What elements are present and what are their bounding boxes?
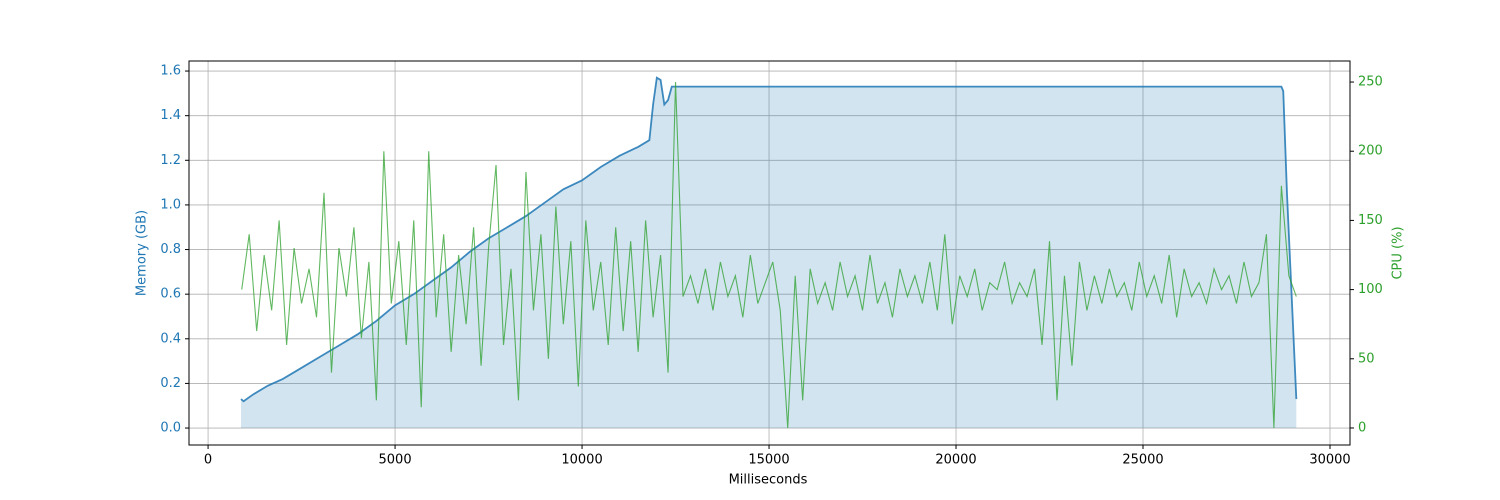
x-axis-label: Milliseconds [729,473,808,488]
x-tick-label: 10000 [561,453,602,468]
y-tick-label: 0.6 [160,287,181,302]
y2-tick-label: 50 [1358,351,1375,366]
y2-tick-label: 250 [1358,75,1383,90]
y2-axis-label: CPU (%) [1391,226,1406,279]
area [240,77,1297,429]
y-axis-label: Memory (GB) [135,210,150,296]
y-tick-label: 0.8 [160,242,181,257]
x-tick-label: 0 [204,453,212,468]
y-tick-label: 0.2 [160,376,181,391]
x-tick-label: 20000 [935,453,976,468]
y-tick-label: 1.0 [160,197,181,212]
y-tick-label: 0.0 [160,421,181,436]
x-tick-label: 15000 [748,453,789,468]
y-tick-label: 1.6 [160,64,181,79]
y2-tick-label: 100 [1358,282,1383,297]
x-tick-label: 25000 [1122,453,1163,468]
y2-tick-label: 150 [1358,213,1383,228]
line [241,82,1297,429]
x-tick-label: 30000 [1309,453,1350,468]
y2-tick-label: 200 [1358,144,1383,159]
y2-tick-label: 0 [1358,420,1366,435]
y-tick-label: 1.2 [160,153,181,168]
plot-frame [188,60,1351,446]
x-tick-label: 5000 [379,453,412,468]
y-tick-label: 0.4 [160,331,181,346]
y-tick-label: 1.4 [160,108,181,123]
